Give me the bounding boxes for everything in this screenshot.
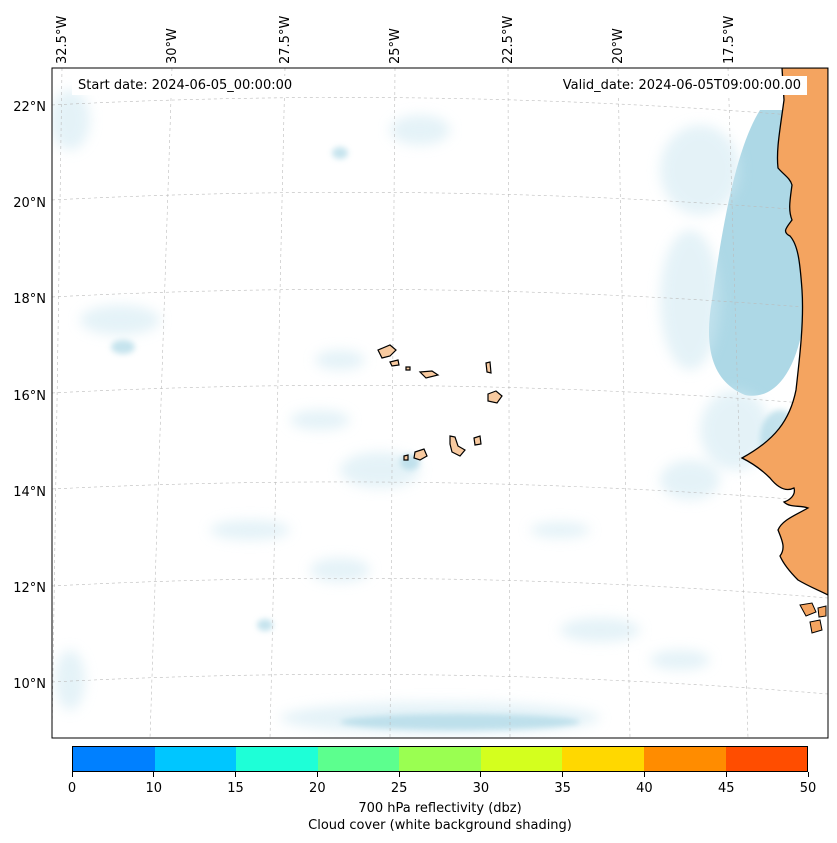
- colorbar-tick-mark: [398, 772, 400, 777]
- colorbar-tick-label: 15: [227, 781, 244, 796]
- lat-label: 18°N: [13, 292, 46, 307]
- colorbar-segment: [725, 747, 808, 771]
- coastal-islets: [799, 602, 827, 634]
- lat-label: 12°N: [13, 581, 46, 596]
- colorbar-segment: [236, 747, 318, 771]
- lon-label: 32.5°W: [55, 16, 70, 64]
- colorbar-tick-label: 10: [145, 781, 163, 796]
- africa-mainland: [740, 68, 828, 596]
- island-brava: [403, 454, 409, 461]
- colorbar-tick-label: 40: [636, 781, 653, 796]
- latitude-labels: 22°N 20°N 18°N 16°N 14°N 12°N 10°N: [13, 100, 46, 692]
- reflectivity-colorbar: [72, 746, 808, 772]
- colorbar-tick-mark: [153, 772, 155, 777]
- lon-label: 30°W: [165, 28, 180, 64]
- coastal-cloud-band: [708, 110, 805, 396]
- island-fogo: [413, 448, 428, 461]
- colorbar-segment: [317, 747, 400, 771]
- colorbar-tick-label: 20: [309, 781, 326, 796]
- colorbar-tick-label: 50: [799, 781, 817, 796]
- colorbar-segment: [154, 747, 237, 771]
- island-sao-vicente: [389, 359, 400, 367]
- longitude-labels: 32.5°W 30°W 27.5°W 25°W 22.5°W 20°W 17.5…: [55, 16, 737, 64]
- cape-verde-islands: [377, 344, 503, 461]
- island-santiago: [449, 435, 466, 457]
- island-sao-nicolau: [418, 370, 440, 379]
- island-santa-luzia: [405, 366, 411, 371]
- colorbar-tick-mark: [725, 772, 727, 777]
- start-date-label: Start date: 2024-06-05_00:00:00: [72, 76, 299, 95]
- colorbar-tick-label: 30: [472, 781, 490, 796]
- lat-label: 14°N: [13, 485, 46, 500]
- colorbar-segment: [399, 747, 481, 771]
- lon-label: 27.5°W: [278, 16, 293, 64]
- colorbar-segment: [562, 747, 644, 771]
- colorbar-tick-mark: [235, 772, 237, 777]
- colorbar-tick-mark: [71, 772, 73, 777]
- graticule: [52, 68, 828, 738]
- colorbar-segment: [73, 747, 155, 771]
- island-boa-vista: [487, 390, 503, 404]
- island-sal: [485, 361, 492, 374]
- lon-label: 17.5°W: [722, 16, 737, 64]
- colorbar-label: 700 hPa reflectivity (dbz): [358, 801, 522, 816]
- lat-label: 10°N: [13, 677, 46, 692]
- cloud-cover-shading: [52, 90, 805, 734]
- colorbar-tick-mark: [480, 772, 482, 777]
- colorbar-tick-mark: [807, 772, 809, 777]
- lat-label: 16°N: [13, 389, 46, 404]
- lat-label: 22°N: [13, 100, 46, 115]
- colorbar-sublabel: Cloud cover (white background shading): [308, 818, 572, 833]
- colorbar-tick-mark: [562, 772, 564, 777]
- lon-label: 22.5°W: [501, 16, 516, 64]
- colorbar-segment: [643, 747, 726, 771]
- colorbar-tick-label: 25: [390, 781, 408, 796]
- colorbar-tick-label: 0: [67, 781, 77, 796]
- lon-label: 25°W: [388, 28, 403, 64]
- colorbar-tick-mark: [643, 772, 645, 777]
- colorbar-segment: [480, 747, 563, 771]
- lon-label: 20°W: [611, 28, 626, 64]
- map-frame: [51, 67, 829, 739]
- colorbar-tick-label: 35: [554, 781, 571, 796]
- colorbar-tick-mark: [316, 772, 318, 777]
- lat-label: 20°N: [13, 196, 46, 211]
- island-santo-antao: [377, 344, 397, 359]
- valid-date-label: Valid_date: 2024-06-05T09:00:00.00: [556, 76, 807, 95]
- colorbar-tick-label: 45: [717, 781, 735, 796]
- island-maio: [473, 435, 482, 446]
